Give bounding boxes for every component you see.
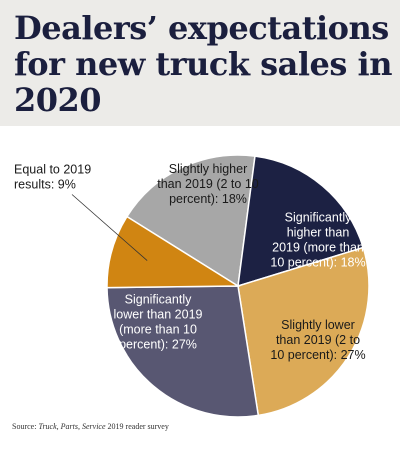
source-prefix: Source: [12,422,39,431]
pie-slice [106,215,241,289]
slice-label: Slightly higher than 2019 (2 to 10 percent… [157,162,259,206]
pie-slice [237,155,365,288]
title-banner: Dealers’ expectations for new truck sale… [0,0,400,126]
leader-line [71,194,148,261]
slice-label: Slightly lower than 2019 (2 to 10 percent)… [270,318,365,362]
chart-title: Dealers’ expectations for new truck sale… [14,9,392,119]
source-suffix: 2019 reader survey [105,422,169,431]
pie-slice [237,246,370,417]
pie-slice [125,154,256,288]
source-note: Source: Truck, Parts, Service 2019 reade… [12,422,169,431]
slice-label: Equal to 2019 results: 9% [14,163,91,192]
slice-label: Significantly lower than 2019 (more than 1… [114,293,203,352]
source-publication: Truck, Parts, Service [38,422,106,431]
pie-slice [106,285,260,418]
slice-label: Significantly higher than 2019 (more than 1… [270,211,365,270]
pie-chart: Slightly higher than 2019 (2 to 10 percent… [14,154,370,418]
